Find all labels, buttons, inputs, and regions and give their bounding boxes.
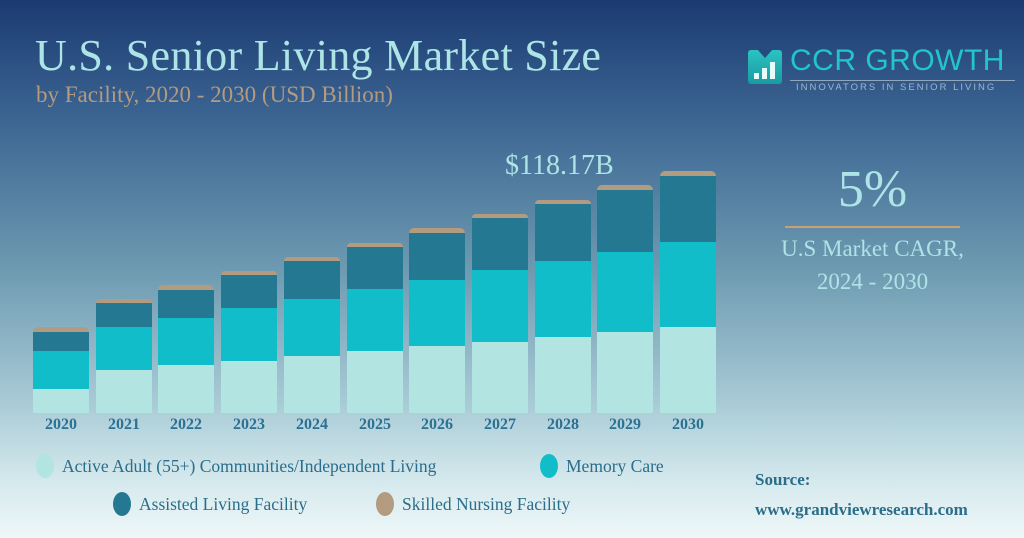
segment-assisted-living	[347, 246, 403, 289]
segment-nursing	[597, 184, 653, 190]
legend-label: Assisted Living Facility	[139, 493, 308, 514]
bar-2021	[96, 298, 152, 413]
bar-2029	[597, 184, 653, 413]
chart-title: U.S. Senior Living Market Size	[35, 31, 602, 80]
callout-2028-value: $118.17B	[505, 150, 614, 181]
segment-nursing	[660, 170, 716, 176]
segment-memory-care	[660, 241, 716, 327]
stacked-bar-chart: 2020 2021 2022 2023 2024 2025 2026 2027 2028 2029…	[33, 170, 716, 433]
legend-label: Memory Care	[566, 455, 664, 476]
segment-active-adult	[597, 331, 653, 413]
cagr-label-line1: U.S Market CAGR,	[781, 236, 964, 261]
segment-nursing	[33, 327, 89, 333]
segment-active-adult	[472, 341, 528, 413]
x-axis-label: 2026	[421, 416, 453, 433]
x-axis-label: 2029	[609, 416, 641, 433]
bar-2025	[347, 243, 403, 413]
segment-assisted-living	[472, 217, 528, 270]
segment-memory-care	[347, 288, 403, 351]
segment-memory-care	[472, 269, 528, 342]
x-axis-label: 2025	[359, 416, 391, 433]
x-axis-label: 2021	[108, 416, 140, 433]
segment-active-adult	[347, 350, 403, 413]
legend-label: Skilled Nursing Facility	[402, 493, 571, 514]
bar-2028	[535, 199, 591, 413]
segment-memory-care	[158, 318, 214, 366]
segment-memory-care	[409, 279, 465, 346]
bar-chart-logo-icon	[748, 49, 782, 84]
segment-active-adult	[284, 356, 340, 413]
ccr-growth-logo: CCR GROWTH INNOVATORS IN SENIOR LIVING	[748, 44, 1015, 110]
bar-2022	[158, 285, 214, 413]
legend-dot-icon	[36, 454, 54, 478]
x-axis-label: 2027	[484, 416, 516, 433]
legend-item-skilled-nursing: Skilled Nursing Facility	[376, 492, 570, 516]
logo-name: CCR GROWTH	[790, 44, 1005, 77]
cagr-label-line2: 2024 - 2030	[816, 269, 929, 294]
x-axis-label: 2024	[296, 416, 328, 433]
segment-nursing	[158, 285, 214, 291]
legend-label: Active Adult (55+) Communities/Independe…	[62, 455, 437, 476]
source-label: Source:	[755, 470, 811, 489]
segment-active-adult	[158, 365, 214, 413]
bar-2030	[660, 170, 716, 413]
legend-item-active-adult: Active Adult (55+) Communities/Independe…	[36, 454, 436, 478]
bar-2027	[472, 213, 528, 413]
segment-memory-care	[597, 251, 653, 332]
segment-assisted-living	[221, 274, 277, 308]
segment-memory-care	[535, 260, 591, 337]
segment-active-adult	[409, 345, 465, 413]
source-note: Source: www.grandviewresearch.com	[755, 465, 968, 525]
segment-active-adult	[96, 369, 152, 413]
segment-memory-care	[96, 326, 152, 370]
x-axis-label: 2023	[233, 416, 265, 433]
bar-2020	[33, 327, 89, 413]
segment-active-adult	[535, 336, 591, 413]
segment-nursing	[284, 257, 340, 262]
segment-nursing	[221, 270, 277, 275]
legend-item-memory-care: Memory Care	[540, 454, 664, 478]
segment-assisted-living	[660, 175, 716, 242]
bar-2023	[221, 270, 277, 413]
legend-item-assisted-living: Assisted Living Facility	[113, 492, 307, 516]
segment-memory-care	[221, 307, 277, 361]
segment-nursing	[96, 298, 152, 303]
logo-divider	[790, 80, 1015, 81]
bar-2024	[284, 257, 340, 413]
x-axis-label: 2020	[45, 416, 77, 433]
segment-assisted-living	[33, 332, 89, 351]
segment-assisted-living	[597, 189, 653, 252]
segment-memory-care	[284, 299, 340, 357]
segment-memory-care	[33, 350, 89, 390]
x-axis-label: 2022	[170, 416, 202, 433]
segment-assisted-living	[158, 290, 214, 318]
segment-assisted-living	[284, 261, 340, 300]
segment-active-adult	[221, 360, 277, 413]
legend-dot-icon	[540, 454, 558, 478]
cagr-divider	[785, 226, 960, 228]
legend-dot-icon	[113, 492, 131, 516]
bar-2026	[409, 227, 465, 413]
segment-active-adult	[33, 389, 89, 413]
segment-nursing	[472, 213, 528, 218]
segment-nursing	[347, 243, 403, 247]
segment-assisted-living	[96, 302, 152, 327]
segment-assisted-living	[535, 203, 591, 261]
segment-assisted-living	[409, 232, 465, 280]
cagr-value: 5%	[837, 161, 908, 218]
x-axis-label: 2030	[672, 416, 704, 433]
logo-tagline: INNOVATORS IN SENIOR LIVING	[796, 82, 997, 93]
x-axis-label: 2028	[547, 416, 579, 433]
chart-subtitle: by Facility, 2020 - 2030 (USD Billion)	[36, 82, 393, 107]
segment-nursing	[409, 227, 465, 233]
source-url: www.grandviewresearch.com	[755, 500, 968, 519]
segment-active-adult	[660, 327, 716, 413]
segment-nursing	[535, 199, 591, 204]
legend-dot-icon	[376, 492, 394, 516]
cagr-label: U.S Market CAGR, 2024 - 2030	[760, 232, 985, 298]
